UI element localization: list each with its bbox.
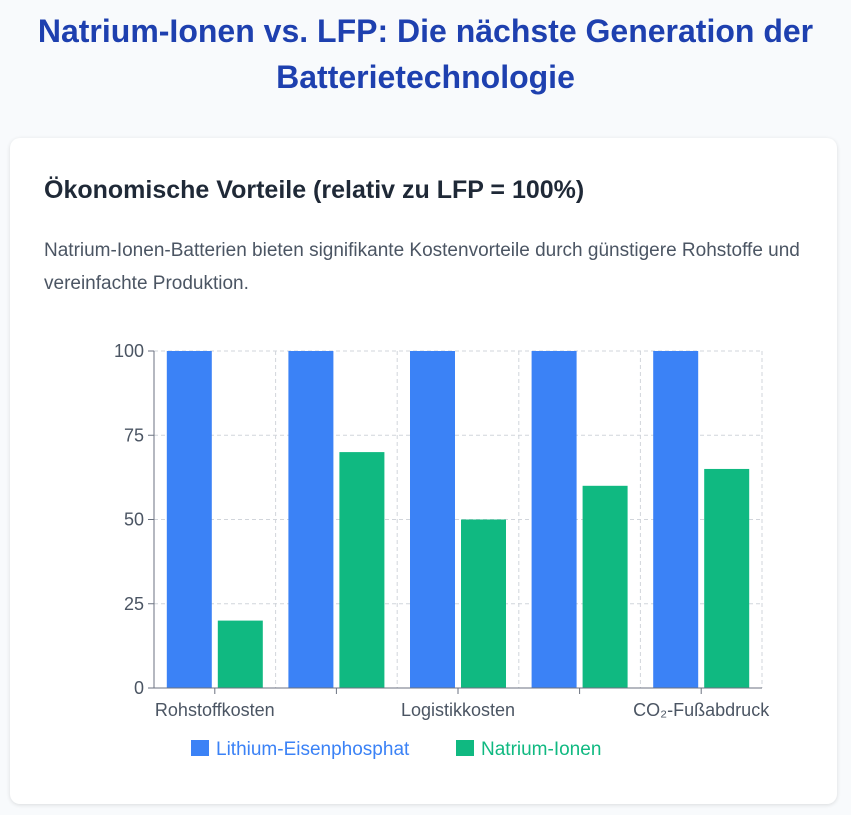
legend-swatch-lfp[interactable] <box>191 740 209 756</box>
y-tick-label: 0 <box>134 678 144 698</box>
y-axis-title: Relativer Kostenfakt <box>70 333 90 494</box>
bar-lfp[interactable] <box>410 351 455 688</box>
x-tick-label: CO₂-Fußabdruck <box>633 700 770 720</box>
y-tick-label: 100 <box>114 341 144 361</box>
legend-swatch-sodium[interactable] <box>456 740 474 756</box>
bar-lfp[interactable] <box>653 351 699 688</box>
bar-chart: 0 25 50 75 100 Rohstoffkosten Logistikkosten CO… <box>70 333 770 760</box>
y-tick-label: 50 <box>124 510 144 530</box>
y-tick-label: 25 <box>124 594 144 614</box>
card-description: Natrium-Ionen-Batterien bieten signifika… <box>44 240 800 294</box>
bar-lfp[interactable] <box>288 351 334 688</box>
legend-label-lfp[interactable]: Lithium-Eisenphosphat <box>216 739 410 760</box>
bar-lfp[interactable] <box>531 351 577 688</box>
x-tick-label: Logistikkosten <box>401 700 515 720</box>
bar-sodium[interactable] <box>217 620 263 688</box>
chart-card: Ökonomische Vorteile (relativ zu LFP = 1… <box>10 138 837 804</box>
legend-label-sodium[interactable]: Natrium-Ionen <box>481 739 601 760</box>
y-tick-label: 75 <box>124 425 144 445</box>
card-title: Ökonomische Vorteile (relativ zu LFP = 1… <box>44 176 585 204</box>
bar-sodium[interactable] <box>704 468 750 688</box>
bar-sodium[interactable] <box>461 519 506 689</box>
bar-sodium[interactable] <box>582 485 628 688</box>
bar-lfp[interactable] <box>166 351 212 688</box>
bar-sodium[interactable] <box>339 452 385 688</box>
x-tick-label: Rohstoffkosten <box>155 700 275 720</box>
page-title: Natrium-Ionen vs. LFP: Die nächste Gener… <box>37 13 814 95</box>
